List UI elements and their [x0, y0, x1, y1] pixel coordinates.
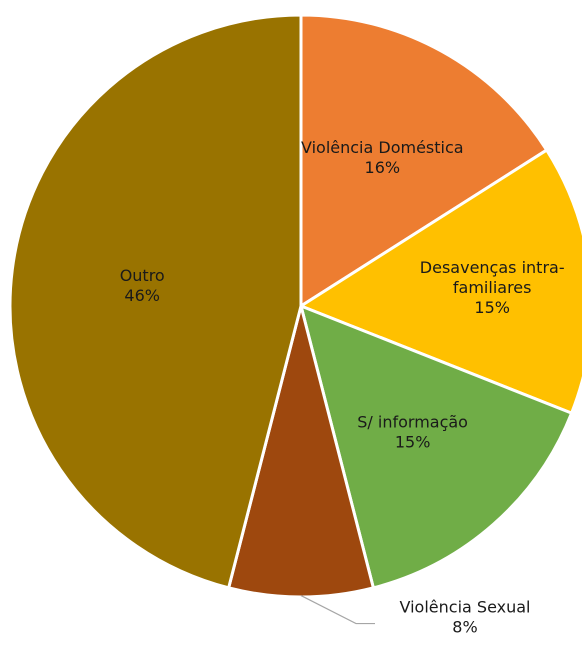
slice-label-violencia-sexual: Violência Sexual 8%	[400, 598, 531, 637]
pie-slices	[8, 13, 582, 599]
pie-slice-desavencas-intra-familiares	[299, 148, 582, 415]
slice-category-label: Violência Doméstica	[301, 138, 464, 157]
pie-slice-outro	[8, 13, 303, 590]
pie-slice-s-informacao	[299, 304, 574, 590]
slice-category-label: Violência Sexual	[400, 598, 531, 617]
leader-line-violencia-sexual	[300, 595, 375, 625]
leader-lines	[300, 595, 375, 625]
slice-category-label: Desavenças intra-	[420, 258, 565, 277]
slice-label-s-informacao: S/ informação 15%	[357, 413, 468, 452]
slice-value-label: 15%	[395, 433, 431, 452]
slice-value-label: 16%	[365, 158, 401, 177]
slice-label-outro: Outro 46%	[120, 266, 165, 305]
pie-slice-violencia-sexual	[227, 304, 375, 599]
slice-category-label: S/ informação	[357, 413, 468, 432]
slice-label-desavencas-intra-familiares: Desavenças intra-familiares 15%	[420, 258, 565, 317]
slice-label-violencia-domestica: Violência Doméstica 16%	[301, 138, 464, 177]
slice-category-label: familiares	[453, 278, 532, 297]
slice-category-label: Outro	[120, 266, 165, 285]
slice-labels: Violência Doméstica 16% Desavenças intra-f…	[120, 138, 565, 636]
slice-value-label: 15%	[474, 298, 510, 317]
slice-value-label: 46%	[124, 286, 160, 305]
pie-slice-violencia-domestica	[299, 13, 549, 308]
slice-value-label: 8%	[452, 618, 477, 637]
